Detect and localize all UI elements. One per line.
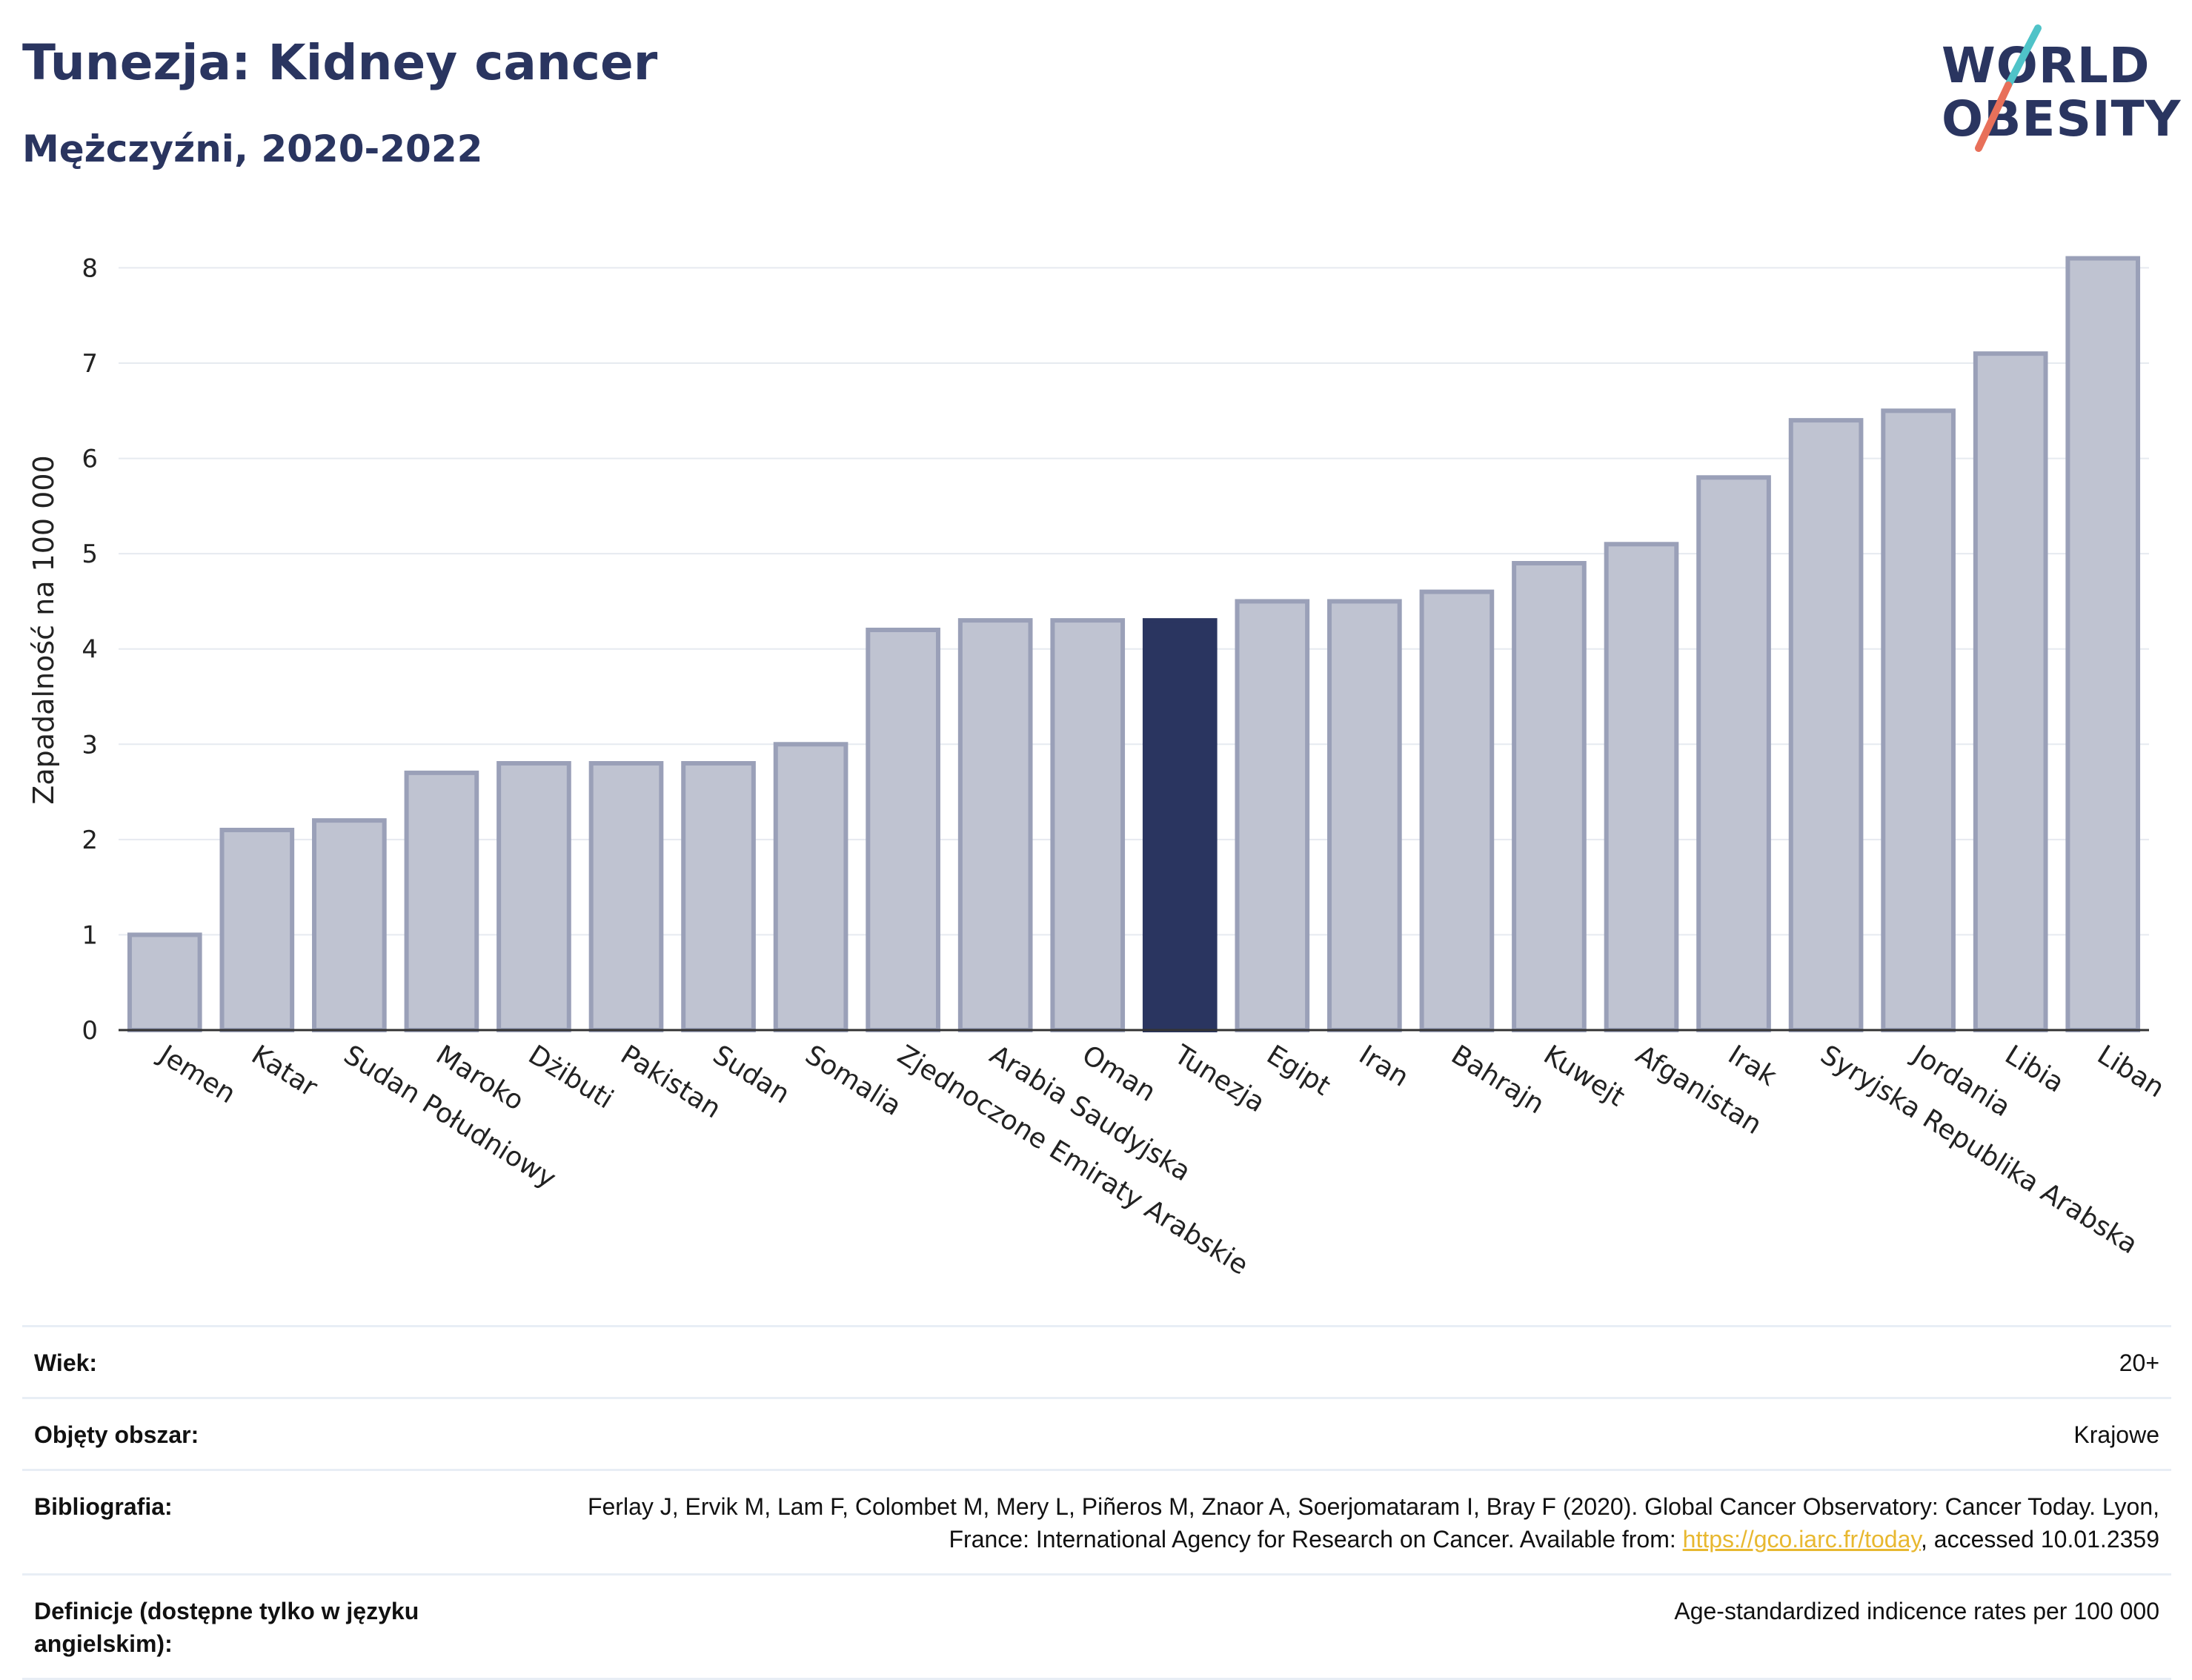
bar: [1419, 589, 1495, 1032]
x-tick-label: Syryjska Republika Arabska: [1815, 1040, 2142, 1261]
y-tick-label: 1: [82, 920, 98, 950]
y-tick-label: 6: [82, 445, 98, 474]
info-row-definitions: Definicje (dostępne tylko w języku angie…: [22, 1573, 2171, 1680]
x-tick-label: Libia: [1999, 1040, 2069, 1099]
y-tick-label: 3: [82, 730, 98, 760]
info-label: Definicje (dostępne tylko w języku angie…: [34, 1598, 419, 1657]
info-table: Wiek: 20+ Objęty obszar: Krajowe Bibliog…: [22, 1325, 2171, 1680]
bar: [1604, 542, 1679, 1032]
logo-slash-icon: [1975, 24, 2042, 152]
y-tick-label: 2: [82, 826, 98, 855]
y-tick-label: 8: [82, 253, 98, 283]
x-tick-label: Bahrajn: [1446, 1040, 1550, 1120]
bar: [1973, 351, 2048, 1032]
info-value: Ferlay J, Ervik M, Lam F, Colombet M, Me…: [544, 1490, 2159, 1556]
bar: [773, 742, 848, 1032]
y-tick-label: 4: [82, 635, 98, 665]
x-tick-label: Egipt: [1261, 1040, 1335, 1102]
bar-chart: 0 1 2 3 4 5 6 7 8 Zapadalność na 100 000 Jemen Kata…: [27, 253, 2170, 1281]
x-tick-label: Irak: [1723, 1040, 1782, 1092]
x-tick-label: Dżibuti: [523, 1040, 619, 1115]
info-value: Age-standardized indicence rates per 100…: [1674, 1598, 2159, 1624]
bar: [404, 770, 479, 1032]
bar: [681, 761, 756, 1032]
info-label: Objęty obszar:: [34, 1421, 199, 1448]
x-tick-label: Liban: [2092, 1040, 2170, 1104]
info-row-area: Objęty obszar: Krajowe: [22, 1397, 2171, 1469]
bibliography-text: Ferlay J, Ervik M, Lam F, Colombet M, Me…: [587, 1493, 2159, 1553]
bar: [1327, 599, 1402, 1032]
bibliography-accessed: , accessed 10.01.2359: [1920, 1526, 2159, 1553]
world-obesity-logo: WORLD OBESITY: [1927, 22, 2180, 163]
info-value: 20+: [2119, 1349, 2159, 1376]
x-tick-label: Kuwejt: [1538, 1040, 1630, 1113]
bar: [1881, 408, 1956, 1032]
bar: [1512, 561, 1587, 1032]
x-tick-label: Pakistan: [615, 1040, 726, 1125]
bar: [219, 828, 295, 1032]
info-label: Bibliografia:: [34, 1493, 173, 1520]
bar: [496, 761, 571, 1032]
logo-line-1: WORLD: [1942, 37, 2151, 94]
info-label: Wiek:: [34, 1349, 98, 1376]
y-tick-label: 5: [82, 539, 98, 569]
chart-subtitle: Mężczyźni, 2020-2022: [22, 127, 483, 170]
bar: [312, 818, 387, 1033]
bar: [1696, 475, 1771, 1032]
x-tick-label: Katar: [246, 1040, 322, 1103]
info-value: Krajowe: [2073, 1421, 2159, 1448]
y-tick-label: 7: [82, 349, 98, 379]
bar: [957, 618, 1033, 1032]
x-tick-label: Tunezja: [1169, 1039, 1270, 1118]
y-axis-label: Zapadalność na 100 000: [27, 455, 60, 804]
info-row-bibliography: Bibliografia: Ferlay J, Ervik M, Lam F, …: [22, 1469, 2171, 1573]
info-row-age: Wiek: 20+: [22, 1325, 2171, 1397]
x-tick-label: Jemen: [153, 1039, 241, 1110]
bar: [588, 761, 664, 1032]
bar: [1235, 599, 1310, 1032]
source-link[interactable]: https://gco.iarc.fr/today: [1682, 1526, 1921, 1553]
bar: [127, 932, 202, 1033]
bar: [866, 628, 940, 1032]
bar: [2065, 256, 2141, 1033]
x-tick-label: Iran: [1354, 1040, 1414, 1093]
x-tick-label: Somalia: [800, 1040, 906, 1122]
bar: [1788, 418, 1864, 1032]
bar-highlighted: [1142, 618, 1218, 1032]
chart-title: Tunezja: Kidney cancer: [22, 34, 658, 91]
bar: [1050, 618, 1126, 1032]
y-tick-label: 0: [82, 1016, 98, 1046]
